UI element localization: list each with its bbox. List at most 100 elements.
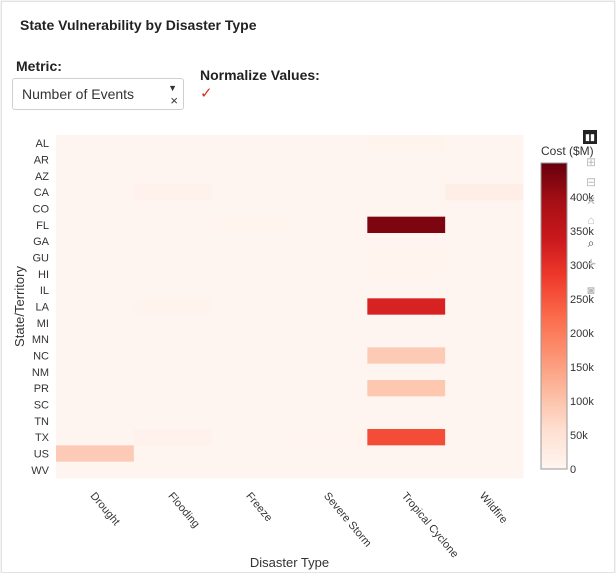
heatmap-cell <box>289 151 368 169</box>
heatmap-cell <box>211 233 290 250</box>
chevron-down-icon[interactable]: ▼ <box>168 83 177 93</box>
page-title: State Vulnerability by Disaster Type <box>20 17 257 33</box>
heatmap-cell <box>289 233 368 250</box>
heatmap-cell <box>289 135 368 152</box>
heatmap-cell <box>445 265 524 283</box>
camera-icon[interactable]: ◙ <box>587 283 595 297</box>
heatmap-cell <box>133 282 213 299</box>
colorbar-tick-label: 300k <box>570 260 594 272</box>
heatmap-cell <box>289 282 368 299</box>
y-tick-label: AZ <box>35 171 49 183</box>
heatmap-cell <box>367 380 446 397</box>
heatmap-cell <box>367 461 446 479</box>
colorbar-tick-label: 350k <box>570 226 594 238</box>
zoom-in-icon[interactable]: ⊞ <box>585 155 597 169</box>
heatmap-cell <box>56 282 135 299</box>
metric-label: Metric: <box>16 58 62 74</box>
heatmap-cell <box>56 233 135 250</box>
heatmap-cell <box>211 167 290 185</box>
heatmap-cell <box>445 184 524 201</box>
y-tick-label: LA <box>36 302 50 314</box>
x-tick-label: Flooding <box>165 490 201 530</box>
heatmap-cell <box>56 200 135 218</box>
heatmap-cell <box>211 265 290 283</box>
heatmap-cell <box>56 363 135 381</box>
y-tick-label: FL <box>36 220 49 232</box>
heatmap-cell <box>445 347 524 365</box>
heatmap-cell <box>367 265 446 283</box>
heatmap-cell <box>133 151 213 169</box>
zoom-out-icon[interactable]: ⊟ <box>585 175 597 189</box>
y-tick-label: AR <box>34 155 49 167</box>
heatmap-cell <box>211 331 290 348</box>
heatmap-cell <box>445 412 524 430</box>
heatmap-cell <box>445 216 524 234</box>
y-tick-label: CA <box>34 187 50 199</box>
heatmap-cell <box>133 265 213 283</box>
heatmap-cell <box>211 380 290 397</box>
heatmap-cell <box>445 282 524 299</box>
pan-icon[interactable]: ✛ <box>585 257 597 271</box>
heatmap-cell <box>211 347 290 365</box>
heatmap-cell <box>367 151 446 169</box>
heatmap-cell <box>56 412 135 430</box>
x-tick-label: Drought <box>88 490 122 528</box>
heatmap-cell <box>133 412 213 430</box>
y-tick-label: US <box>34 449 49 461</box>
autoscale-icon[interactable]: ✕ <box>585 194 597 208</box>
y-axis-title: State/Territory <box>12 266 27 347</box>
heatmap-cell <box>367 282 446 299</box>
heatmap-cell <box>56 135 135 152</box>
heatmap-cell <box>133 429 213 446</box>
heatmap-cell <box>211 461 290 479</box>
clear-icon[interactable]: × <box>170 93 178 108</box>
heatmap-cell <box>289 184 368 201</box>
metric-select[interactable]: Number of Events ▼ × <box>12 78 184 110</box>
heatmap-cell <box>133 461 213 479</box>
heatmap-cell <box>367 396 446 414</box>
heatmap-cell <box>289 380 368 397</box>
normalize-checkbox[interactable]: ✓ <box>200 86 216 102</box>
heatmap-cell <box>289 249 368 267</box>
heatmap-cell <box>133 314 213 332</box>
checkmark-icon: ✓ <box>200 85 213 102</box>
heatmap-cell <box>289 396 368 414</box>
heatmap-cell <box>367 363 446 381</box>
heatmap-cell <box>289 429 368 446</box>
metric-select-value: Number of Events <box>22 86 135 102</box>
heatmap-cell <box>289 265 368 283</box>
y-tick-label: HI <box>38 269 49 281</box>
colorbar-tick-label: 0 <box>570 464 576 476</box>
heatmap-cell <box>367 314 446 332</box>
heatmap-cell <box>133 396 213 414</box>
heatmap-cell <box>445 429 524 446</box>
heatmap-cell <box>56 298 135 316</box>
bar-chart-icon[interactable]: ▮▮ <box>583 130 597 144</box>
heatmap-cell <box>211 216 290 234</box>
heatmap-cell <box>445 135 524 152</box>
colorbar-tick-label: 50k <box>570 430 588 442</box>
zoom-icon[interactable]: ⌕ <box>587 236 595 250</box>
heatmap-cell <box>56 249 135 267</box>
y-tick-label: NC <box>33 351 49 363</box>
heatmap-cell <box>56 347 135 365</box>
heatmap-cell <box>367 298 446 316</box>
y-tick-label: CO <box>33 204 50 216</box>
heatmap-cell <box>133 445 213 463</box>
heatmap-cell <box>445 200 524 218</box>
heatmap-cell <box>445 445 524 463</box>
heatmap-cell <box>367 445 446 463</box>
heatmap-cell <box>56 184 135 201</box>
heatmap-cell <box>211 363 290 381</box>
heatmap-cell <box>133 200 213 218</box>
heatmap-cell <box>367 331 446 348</box>
heatmap-cell <box>211 298 290 316</box>
heatmap-cell <box>56 396 135 414</box>
heatmap-cell <box>445 249 524 267</box>
home-icon[interactable]: ⌂ <box>587 213 595 227</box>
colorbar-tick-label: 150k <box>570 362 594 374</box>
heatmap-cell <box>133 216 213 234</box>
heatmap-cell <box>56 331 135 348</box>
heatmap-cell <box>289 167 368 185</box>
